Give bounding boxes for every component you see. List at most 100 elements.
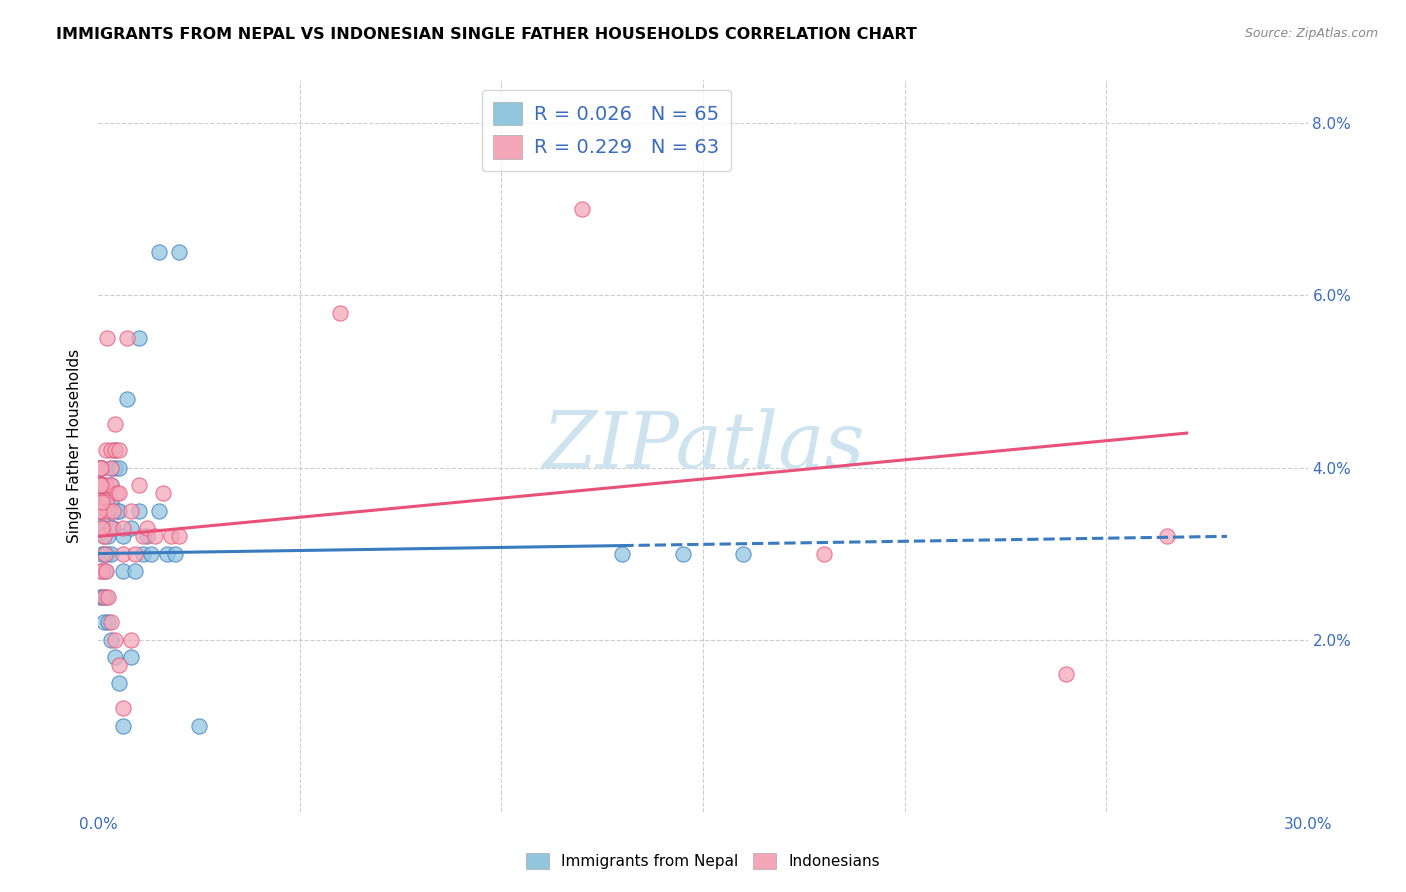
Point [90, 495, 112, 509]
Point [103, 417, 125, 432]
Point [94, 564, 117, 578]
Point [111, 701, 134, 715]
Text: IMMIGRANTS FROM NEPAL VS INDONESIAN SINGLE FATHER HOUSEHOLDS CORRELATION CHART: IMMIGRANTS FROM NEPAL VS INDONESIAN SING… [56, 27, 917, 42]
Point [89, 477, 111, 491]
Point [90, 495, 112, 509]
Point [105, 503, 128, 517]
Point [100, 495, 122, 509]
Point [107, 460, 129, 475]
Point [97, 503, 120, 517]
Point [100, 615, 122, 630]
Point [91, 503, 114, 517]
Point [115, 392, 138, 406]
Point [89, 460, 111, 475]
Point [91, 521, 114, 535]
Point [97, 590, 120, 604]
Point [87, 503, 110, 517]
Point [156, 547, 179, 561]
Point [89, 564, 111, 578]
Point [111, 564, 134, 578]
Point [111, 719, 134, 733]
Point [100, 477, 122, 491]
Point [612, 547, 634, 561]
Point [96, 590, 118, 604]
Point [100, 460, 122, 475]
Text: ZIPatlas: ZIPatlas [541, 408, 865, 484]
Point [91, 564, 114, 578]
Point [96, 495, 118, 509]
Point [100, 632, 122, 647]
Point [90, 477, 112, 491]
Point [87, 521, 110, 535]
Point [160, 529, 183, 543]
Point [1156, 529, 1178, 543]
Point [100, 521, 122, 535]
Point [100, 477, 122, 491]
Point [128, 331, 150, 345]
Point [107, 658, 129, 673]
Point [89, 590, 111, 604]
Point [120, 632, 142, 647]
Point [128, 503, 150, 517]
Point [91, 547, 114, 561]
Point [132, 547, 155, 561]
Point [128, 477, 150, 491]
Point [148, 245, 170, 260]
Point [120, 503, 142, 517]
Point [135, 521, 157, 535]
Point [90, 521, 112, 535]
Point [93, 547, 115, 561]
Point [124, 564, 146, 578]
Point [115, 331, 138, 345]
Point [107, 503, 129, 517]
Point [89, 503, 111, 517]
Point [733, 547, 755, 561]
Point [107, 675, 129, 690]
Text: Source: ZipAtlas.com: Source: ZipAtlas.com [1244, 27, 1378, 40]
Point [90, 495, 112, 509]
Point [111, 521, 134, 535]
Point [89, 477, 111, 491]
Point [89, 503, 111, 517]
Point [111, 547, 134, 561]
Point [103, 632, 125, 647]
Point [101, 503, 124, 517]
Point [89, 460, 111, 475]
Point [91, 521, 114, 535]
Point [97, 529, 120, 543]
Point [107, 443, 129, 458]
Point [107, 486, 129, 500]
Point [90, 477, 112, 491]
Point [103, 460, 125, 475]
Point [167, 245, 190, 260]
Point [148, 503, 170, 517]
Point [163, 547, 186, 561]
Point [90, 512, 112, 526]
Point [94, 547, 117, 561]
Point [90, 477, 112, 491]
Point [103, 443, 125, 458]
Point [132, 529, 155, 543]
Point [90, 486, 112, 500]
Point [101, 521, 124, 535]
Point [96, 495, 118, 509]
Point [91, 495, 114, 509]
Point [329, 305, 352, 319]
Point [111, 529, 134, 543]
Point [96, 443, 118, 458]
Point [89, 503, 111, 517]
Point [571, 202, 593, 217]
Point [96, 564, 118, 578]
Point [103, 443, 125, 458]
Point [100, 547, 122, 561]
Point [120, 521, 142, 535]
Point [100, 443, 122, 458]
Point [90, 495, 112, 509]
Point [124, 547, 146, 561]
Point [100, 460, 122, 475]
Point [91, 521, 114, 535]
Point [90, 460, 112, 475]
Point [89, 477, 111, 491]
Point [120, 649, 142, 664]
Point [89, 486, 111, 500]
